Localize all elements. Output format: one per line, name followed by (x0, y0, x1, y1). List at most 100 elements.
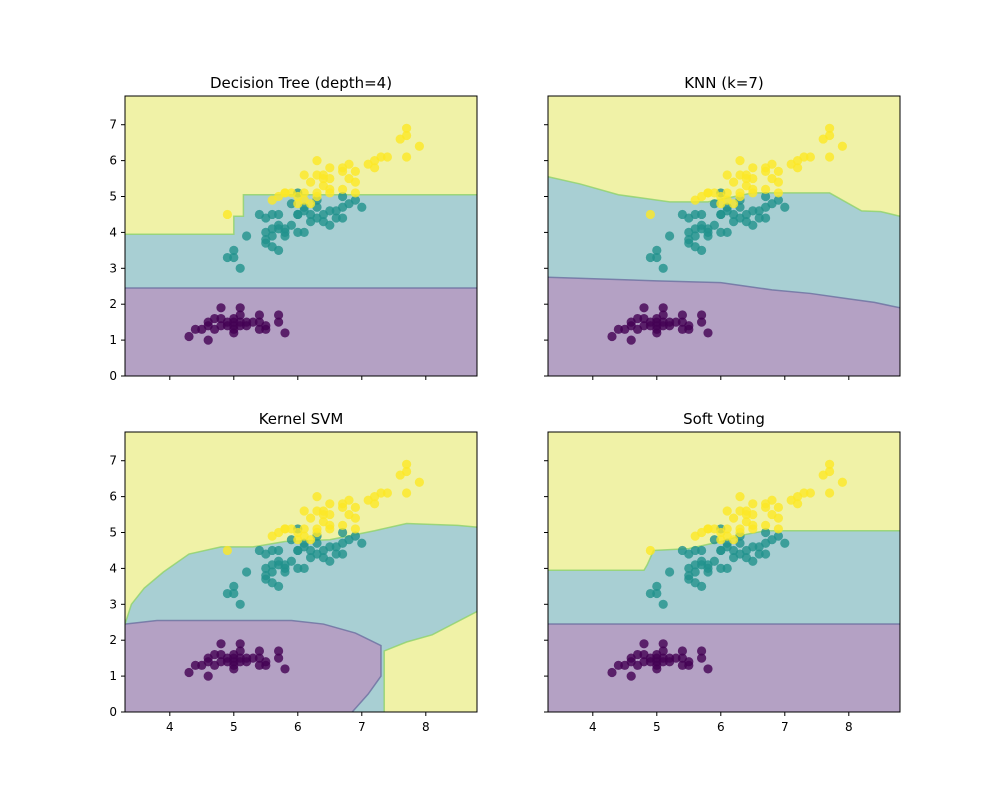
data-point-class-0 (261, 657, 271, 667)
axes-frame (124, 431, 478, 713)
data-point-class-0 (658, 303, 668, 313)
data-point-class-2 (773, 188, 784, 198)
data-point-class-2 (773, 166, 784, 176)
data-point-class-2 (350, 188, 360, 198)
data-point-class-2 (793, 499, 803, 509)
data-point-class-0 (210, 649, 220, 660)
data-point-class-2 (799, 152, 809, 162)
region-class-2 (384, 611, 477, 712)
data-point-class-2 (402, 152, 412, 162)
data-point-class-2 (773, 524, 784, 534)
data-point-class-1 (357, 538, 367, 548)
x-tick-label: 8 (422, 720, 430, 734)
data-point-class-0 (242, 653, 252, 663)
data-point-class-0 (274, 310, 284, 320)
y-tick-label: 0 (109, 705, 117, 719)
data-point-class-1 (780, 538, 790, 548)
decision-regions (548, 432, 900, 712)
data-point-class-2 (312, 156, 322, 166)
data-point-class-2 (414, 477, 424, 487)
data-point-class-0 (235, 646, 245, 656)
data-point-class-2 (370, 163, 380, 173)
x-tick-label: 5 (653, 720, 661, 734)
data-point-class-2 (805, 488, 816, 498)
data-point-class-0 (254, 310, 264, 320)
data-point-class-1 (703, 563, 713, 574)
boundary-1-2b (383, 610, 477, 712)
data-point-class-0 (274, 653, 284, 663)
data-point-class-2 (748, 524, 758, 534)
data-point-class-1 (267, 567, 277, 577)
data-point-class-0 (626, 671, 636, 681)
data-point-class-2 (748, 499, 758, 509)
data-point-class-2 (382, 152, 392, 162)
data-point-class-1 (690, 545, 700, 556)
data-point-class-2 (748, 163, 758, 173)
data-point-class-0 (216, 303, 226, 313)
data-point-class-2 (299, 524, 309, 534)
data-point-class-1 (338, 527, 348, 538)
x-tick-label: 6 (717, 720, 725, 734)
data-point-class-2 (350, 177, 360, 187)
data-point-class-0 (665, 317, 675, 327)
data-point-class-0 (697, 317, 707, 327)
panel-knn: KNN (k=7) (544, 74, 901, 380)
data-point-class-0 (274, 646, 284, 656)
data-point-class-2 (370, 499, 380, 509)
data-point-class-2 (748, 509, 758, 520)
data-point-class-2 (825, 459, 835, 469)
data-point-class-1 (299, 563, 309, 574)
data-point-class-1 (350, 531, 360, 541)
data-point-class-2 (312, 527, 322, 538)
data-point-class-1 (338, 191, 348, 202)
boundary-0-1 (125, 619, 382, 712)
data-point-class-0 (203, 671, 213, 681)
data-point-class-2 (767, 495, 777, 505)
data-point-class-2 (402, 459, 412, 469)
data-point-class-2 (722, 188, 732, 198)
data-point-class-0 (235, 639, 245, 649)
data-point-class-2 (837, 477, 848, 487)
data-point-class-2 (402, 488, 412, 498)
data-point-class-0 (639, 303, 649, 313)
data-point-class-0 (242, 317, 252, 327)
data-point-class-2 (299, 506, 309, 516)
data-point-class-1 (652, 252, 662, 263)
data-point-class-2 (735, 492, 745, 502)
data-point-class-0 (671, 317, 681, 327)
data-point-class-1 (293, 563, 303, 574)
data-point-class-1 (229, 252, 239, 263)
data-point-class-1 (331, 213, 341, 223)
data-point-class-2 (350, 524, 360, 534)
data-point-class-1 (242, 567, 252, 577)
data-point-class-1 (274, 245, 284, 255)
y-tick-label: 1 (109, 333, 117, 347)
decision-regions (125, 432, 477, 712)
data-point-class-2 (325, 188, 335, 198)
data-point-class-2 (222, 545, 232, 556)
x-tick-label: 4 (166, 720, 174, 734)
data-point-class-1 (780, 202, 790, 212)
data-point-class-2 (344, 495, 354, 505)
x-tick-label: 7 (358, 720, 366, 734)
data-point-class-0 (184, 331, 194, 342)
data-point-class-0 (216, 639, 226, 649)
data-point-class-2 (222, 209, 232, 220)
data-point-class-0 (190, 324, 200, 334)
data-point-class-1 (748, 556, 758, 566)
data-point-class-1 (697, 545, 707, 556)
y-tick-label: 3 (109, 261, 117, 275)
data-point-class-1 (280, 227, 290, 238)
data-point-class-1 (222, 588, 232, 599)
data-point-class-1 (697, 245, 707, 255)
region-class-0 (125, 288, 477, 376)
data-point-class-2 (306, 199, 316, 209)
data-point-class-1 (325, 542, 335, 552)
data-point-class-1 (761, 191, 771, 202)
region-class-0 (548, 277, 900, 376)
data-point-class-1 (665, 231, 675, 241)
data-point-class-0 (703, 328, 713, 338)
y-tick-label: 0 (109, 369, 117, 383)
data-point-class-0 (248, 653, 258, 663)
boundary-1-2a (125, 522, 477, 625)
